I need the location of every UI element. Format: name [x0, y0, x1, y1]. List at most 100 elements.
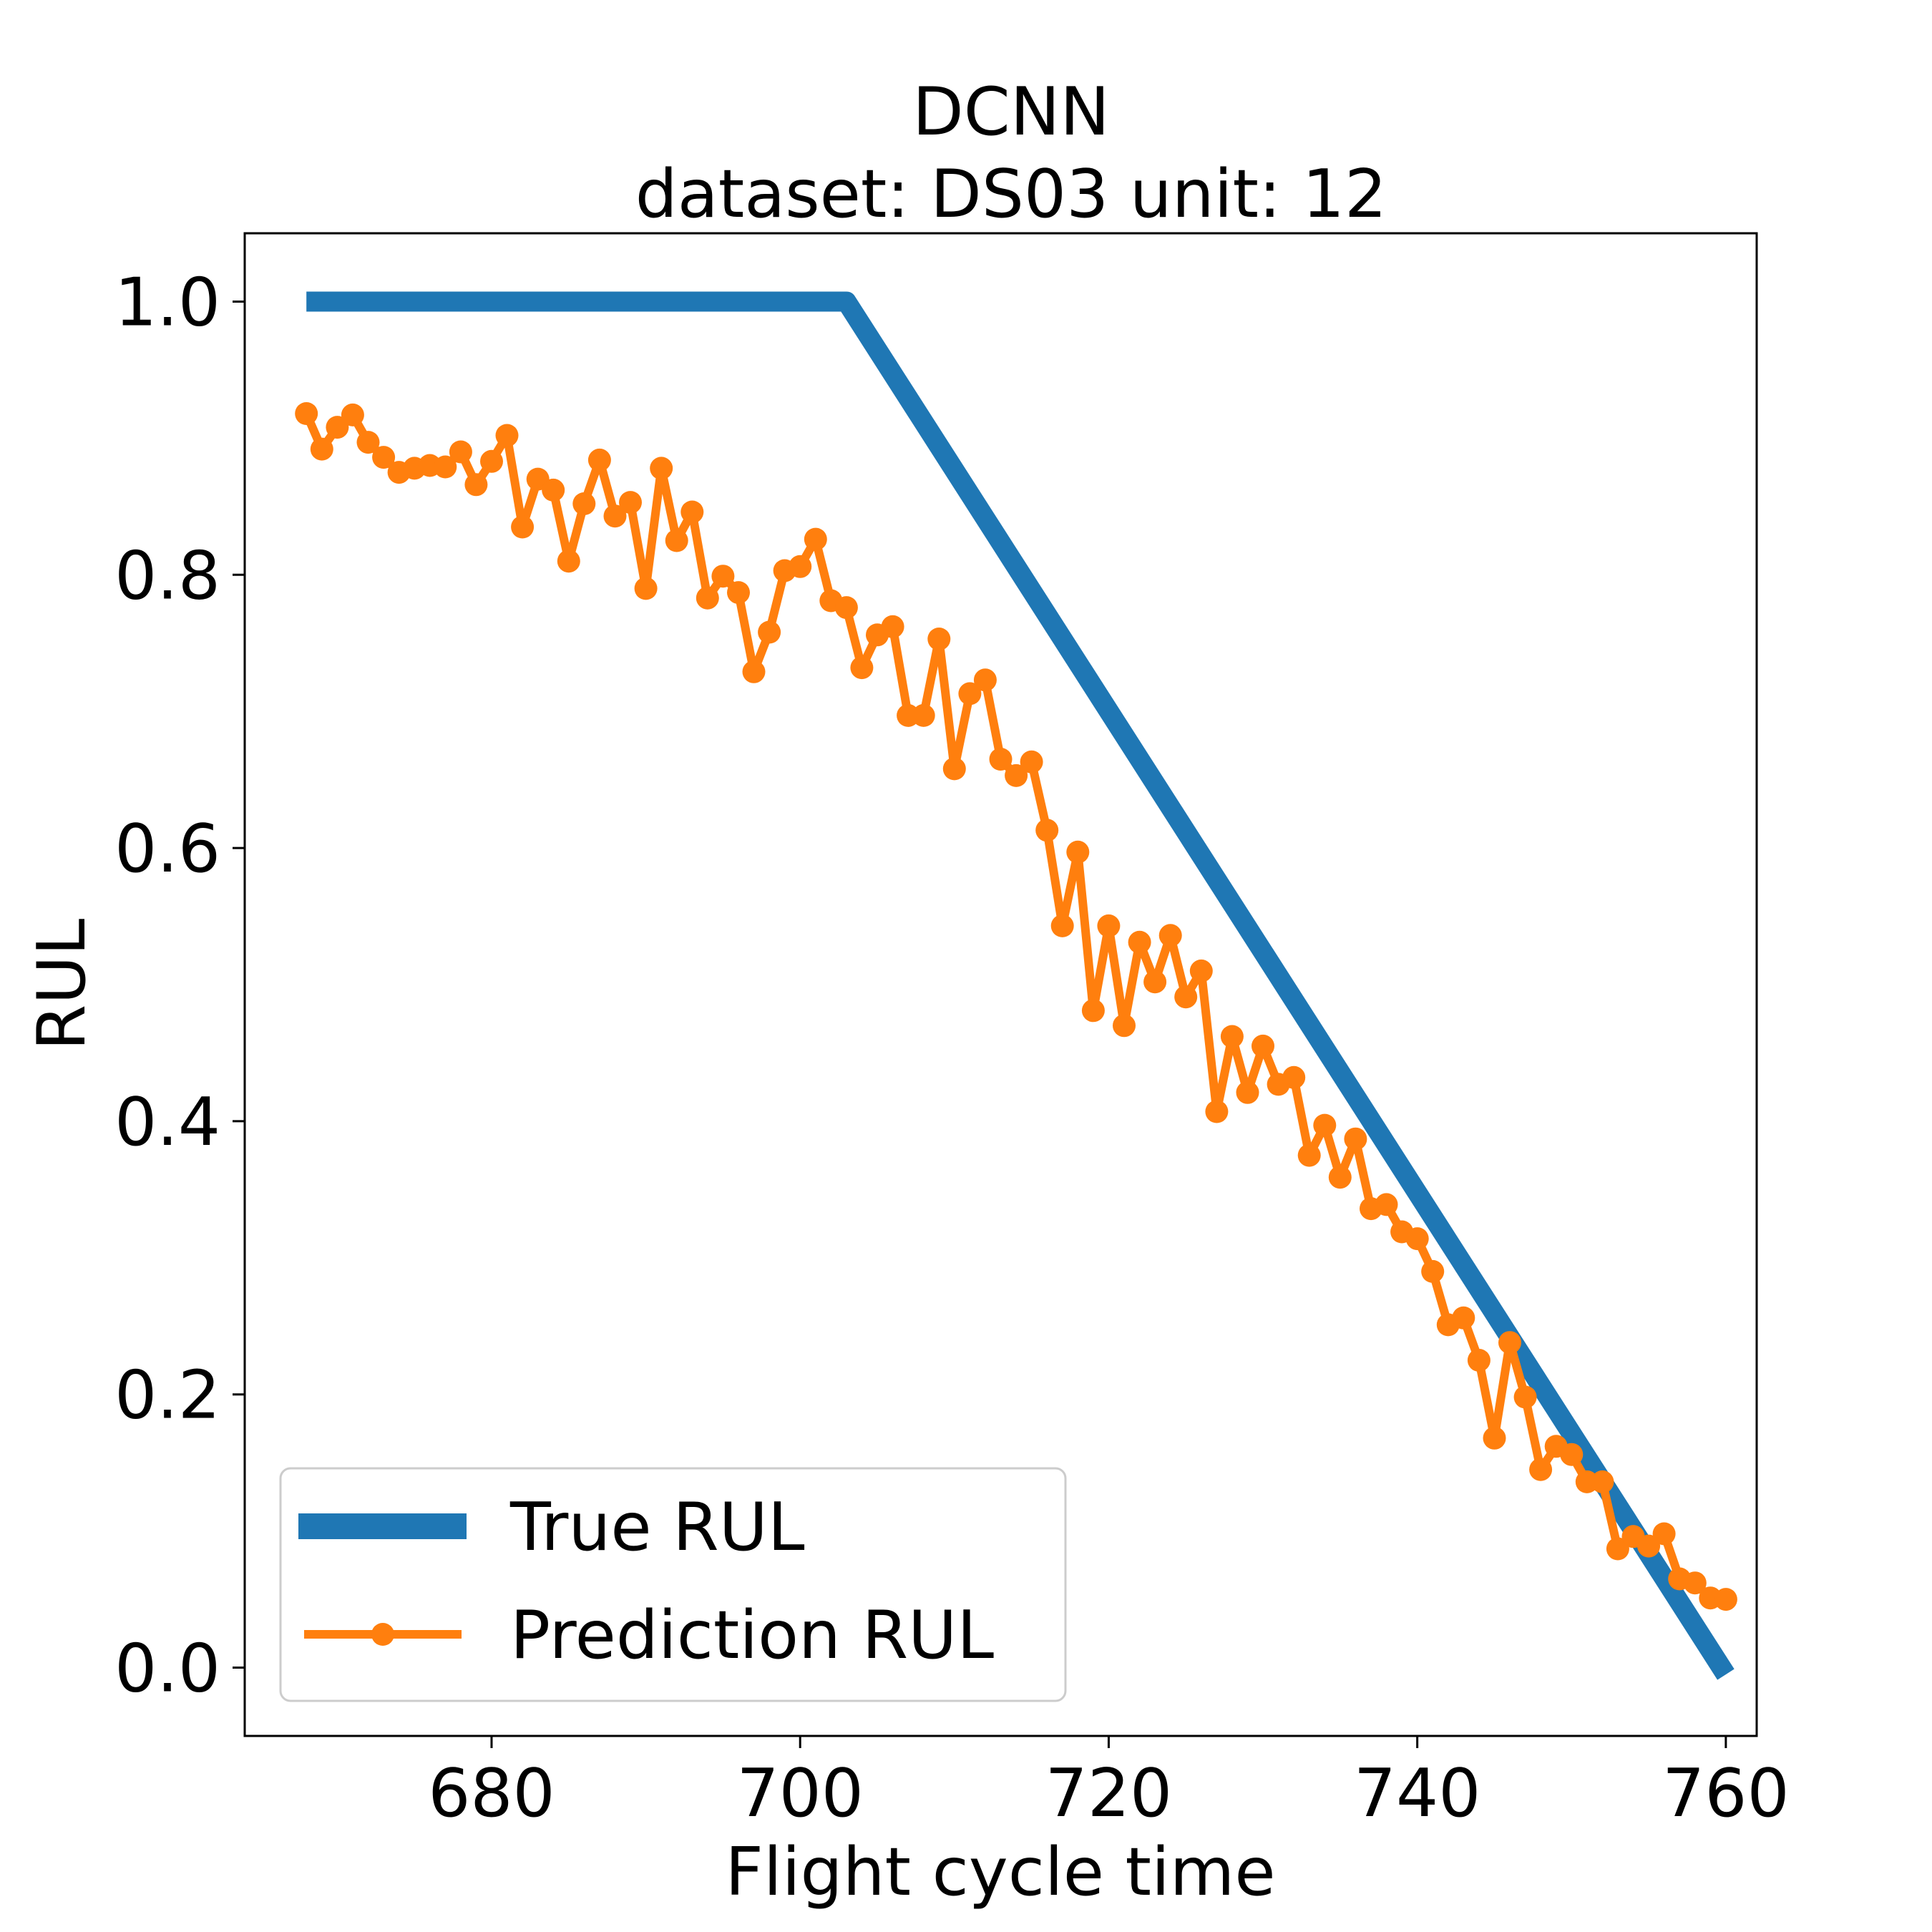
data-point-prediction-rul: [942, 757, 966, 781]
x-tick-label: 760: [1662, 1755, 1790, 1832]
data-point-prediction-rul: [1714, 1588, 1737, 1611]
legend-label-true-rul: True RUL: [509, 1488, 805, 1566]
legend: True RUL Prediction RUL: [279, 1467, 1067, 1702]
data-point-prediction-rul: [1513, 1385, 1537, 1409]
x-tick-label: 700: [736, 1755, 864, 1832]
x-tick-label: 740: [1354, 1755, 1481, 1832]
data-point-prediction-rul: [1097, 914, 1121, 937]
data-point-prediction-rul: [989, 748, 1013, 771]
data-point-prediction-rul: [1606, 1537, 1629, 1561]
y-tick-label: 0.0: [114, 1630, 220, 1707]
data-point-prediction-rul: [495, 424, 519, 447]
data-point-prediction-rul: [1113, 1014, 1136, 1038]
data-point-prediction-rul: [1328, 1166, 1352, 1189]
data-point-prediction-rul: [434, 455, 457, 479]
data-point-prediction-rul: [1421, 1259, 1445, 1283]
data-point-prediction-rul: [634, 577, 658, 600]
data-point-prediction-rul: [572, 492, 596, 515]
data-point-prediction-rul: [1005, 763, 1028, 787]
y-tick-label: 1.0: [114, 263, 220, 341]
data-point-prediction-rul: [295, 402, 318, 425]
data-point-prediction-rul: [1467, 1349, 1491, 1372]
data-point-prediction-rul: [665, 529, 688, 552]
data-point-prediction-rul: [619, 491, 642, 514]
series-line-true-rul: [306, 291, 1735, 1680]
x-axis: 680 700 720 740 760: [428, 1736, 1790, 1832]
data-point-prediction-rul: [603, 504, 627, 528]
y-tick-label: 0.4: [114, 1083, 220, 1161]
data-point-prediction-rul: [881, 615, 904, 638]
data-point-prediction-rul: [1560, 1443, 1584, 1466]
data-point-prediction-rul: [742, 660, 766, 683]
data-point-prediction-rul: [1066, 840, 1090, 864]
data-point-prediction-rul: [958, 682, 982, 706]
data-point-prediction-rul: [1174, 985, 1198, 1009]
data-point-prediction-rul: [804, 527, 827, 551]
chart-subtitle: dataset: DS03 unit: 12: [635, 155, 1387, 233]
data-point-prediction-rul: [1483, 1426, 1506, 1450]
data-point-prediction-rul: [449, 440, 472, 464]
data-point-prediction-rul: [711, 565, 735, 588]
data-point-prediction-rul: [557, 550, 580, 573]
y-axis-label: RUL: [23, 919, 100, 1051]
legend-label-prediction-rul: Prediction RUL: [510, 1596, 994, 1674]
data-point-prediction-rul: [1405, 1227, 1429, 1251]
data-point-prediction-rul: [1081, 999, 1105, 1023]
data-point-prediction-rul: [1143, 970, 1167, 994]
data-point-prediction-rul: [464, 473, 488, 497]
data-point-prediction-rul: [326, 416, 349, 439]
data-point-prediction-rul: [973, 668, 997, 692]
data-point-prediction-rul: [542, 478, 565, 502]
data-point-prediction-rul: [927, 628, 951, 650]
data-point-prediction-rul: [1652, 1522, 1676, 1546]
data-point-prediction-rul: [696, 586, 719, 610]
data-point-prediction-rul: [310, 437, 333, 461]
data-point-prediction-rul: [356, 431, 380, 454]
x-tick-label: 720: [1045, 1755, 1173, 1832]
plot-frame: [243, 232, 1758, 1737]
data-point-prediction-rul: [1035, 819, 1059, 842]
data-point-prediction-rul: [1297, 1143, 1321, 1167]
data-point-prediction-rul: [1375, 1193, 1398, 1216]
data-point-prediction-rul: [1128, 930, 1151, 954]
data-point-prediction-rul: [1637, 1534, 1661, 1558]
data-point-prediction-rul: [727, 581, 750, 605]
data-point-prediction-rul: [1220, 1025, 1244, 1048]
data-point-prediction-rul: [1158, 924, 1182, 947]
legend-frame: [279, 1467, 1067, 1702]
series-line-prediction-rul: [302, 409, 1730, 1604]
data-point-prediction-rul: [834, 596, 858, 620]
data-point-prediction-rul: [480, 449, 503, 473]
data-point-prediction-rul: [511, 515, 535, 539]
data-point-prediction-rul: [850, 656, 874, 680]
data-point-prediction-rul: [1591, 1470, 1614, 1493]
data-point-prediction-rul: [587, 448, 611, 472]
data-point-prediction-rul: [1205, 1100, 1229, 1123]
y-tick-label: 0.8: [114, 537, 220, 614]
data-point-prediction-rul: [1050, 914, 1074, 937]
data-point-prediction-rul: [341, 403, 364, 426]
series-layer: [295, 291, 1737, 1680]
y-axis: 0.0 0.2 0.4 0.6 0.8 1.0: [114, 263, 245, 1707]
legend-marker-prediction-rul: [371, 1623, 394, 1646]
data-point-prediction-rul: [1529, 1458, 1553, 1481]
data-point-prediction-rul: [650, 457, 673, 480]
data-point-prediction-rul: [1189, 959, 1213, 982]
data-point-prediction-rul: [372, 446, 396, 469]
y-tick-label: 0.2: [114, 1357, 220, 1434]
data-point-prediction-rul: [1344, 1127, 1367, 1151]
data-point-prediction-rul: [912, 703, 935, 727]
data-point-prediction-rul: [1282, 1065, 1306, 1089]
data-point-prediction-rul: [758, 620, 781, 644]
data-point-prediction-rul: [1252, 1034, 1274, 1058]
data-point-prediction-rul: [1452, 1306, 1475, 1330]
data-point-prediction-rul: [789, 555, 812, 578]
x-tick-label: 680: [428, 1755, 555, 1832]
data-point-prediction-rul: [1498, 1331, 1521, 1355]
data-point-prediction-rul: [680, 500, 704, 524]
y-tick-label: 0.6: [114, 810, 220, 887]
x-axis-label: Flight cycle time: [725, 1833, 1275, 1911]
data-point-prediction-rul: [1236, 1080, 1259, 1104]
data-point-prediction-rul: [1683, 1571, 1707, 1595]
